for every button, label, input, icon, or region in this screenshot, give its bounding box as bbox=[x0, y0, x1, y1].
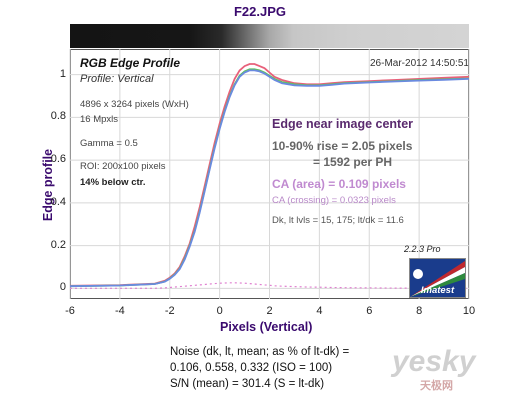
snr-line: S/N (mean) = 301.4 (S = lt-dk) bbox=[170, 378, 325, 390]
x-tick-label: 4 bbox=[316, 305, 323, 317]
series-line-2 bbox=[69, 69, 470, 288]
x-tick-label: -2 bbox=[164, 305, 175, 317]
dark-light-levels: Dk, lt lvls = 15, 175; lt/dk = 11.6 bbox=[272, 215, 404, 226]
watermark: yesky bbox=[392, 345, 476, 378]
chart-subtitle: Profile: Vertical bbox=[80, 73, 154, 85]
info-gamma: Gamma = 0.5 bbox=[80, 138, 138, 149]
imatest-logo: Imatest bbox=[409, 258, 466, 298]
rise-distance: 10-90% rise = 2.05 pixels bbox=[272, 139, 413, 153]
x-tick-label: -4 bbox=[114, 305, 125, 317]
rise-per-ph: = 1592 per PH bbox=[313, 155, 393, 169]
y-tick-label: 0.8 bbox=[50, 110, 66, 123]
noise-line-2: 0.106, 0.558, 0.332 (ISO = 100) bbox=[170, 362, 333, 374]
watermark-subtitle: 天极网 bbox=[420, 380, 453, 392]
file-title: F22.JPG bbox=[233, 4, 287, 19]
x-tick-label: 8 bbox=[416, 305, 423, 317]
y-tick-label: 1 bbox=[59, 67, 66, 80]
y-tick-label: 0.2 bbox=[50, 238, 66, 251]
info-dimensions: 4896 x 3264 pixels (WxH) bbox=[80, 99, 189, 110]
x-tick-label: 2 bbox=[266, 305, 273, 317]
x-tick-label: 6 bbox=[366, 305, 373, 317]
info-megapixels: 16 Mpxls bbox=[80, 114, 119, 125]
x-tick-label: 0 bbox=[216, 305, 223, 317]
noise-line-1: Noise (dk, lt, mean; as % of lt-dk) = bbox=[170, 346, 350, 358]
ca-area: CA (area) = 0.109 pixels bbox=[272, 177, 406, 191]
edge-gradient-strip bbox=[70, 24, 469, 48]
y-tick-label: 0 bbox=[59, 281, 66, 294]
edge-location-title: Edge near image center bbox=[272, 117, 414, 131]
info-roi: ROI: 200x100 pixels bbox=[80, 161, 166, 172]
logo-text: Imatest bbox=[420, 285, 455, 296]
ca-crossing: CA (crossing) = 0.0323 pixels bbox=[272, 195, 396, 206]
y-tick-label: 0.4 bbox=[50, 195, 66, 208]
x-axis-label: Pixels (Vertical) bbox=[220, 320, 313, 334]
chart-date: 26-Mar-2012 14:50:51 bbox=[370, 58, 469, 69]
x-tick-label: 10 bbox=[462, 305, 476, 317]
info-below-center: 14% below ctr. bbox=[80, 177, 146, 188]
y-tick-label: 0.6 bbox=[50, 153, 66, 166]
version-label: 2.2.3 Pro bbox=[404, 244, 441, 254]
logo-stripes-icon bbox=[410, 261, 465, 297]
x-tick-label: -6 bbox=[65, 305, 75, 317]
chart-title: RGB Edge Profile bbox=[80, 56, 181, 70]
